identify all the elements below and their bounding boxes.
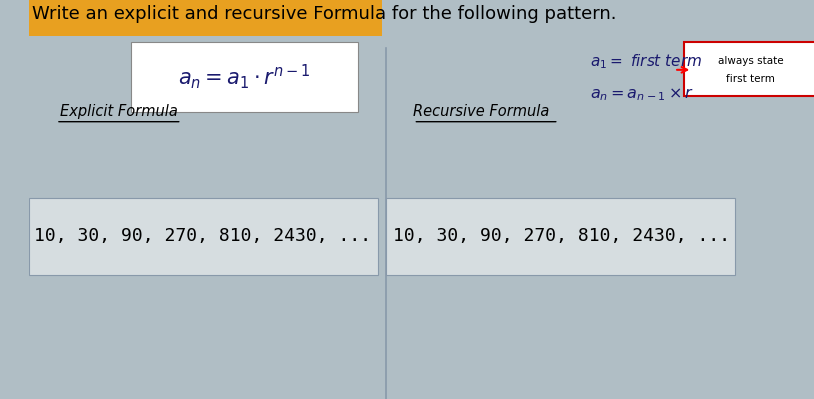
FancyBboxPatch shape [386,198,736,275]
Text: Explicit Formula: Explicit Formula [60,104,177,119]
Text: $a_1 = $ first term: $a_1 = $ first term [590,53,702,71]
FancyBboxPatch shape [685,42,814,96]
FancyBboxPatch shape [130,42,358,112]
Text: 10, 30, 90, 270, 810, 2430, ...: 10, 30, 90, 270, 810, 2430, ... [392,227,729,245]
FancyBboxPatch shape [28,198,378,275]
Text: always state: always state [718,55,783,66]
Text: Write an explicit and recursive Formula for the following pattern.: Write an explicit and recursive Formula … [33,5,617,23]
Text: 10, 30, 90, 270, 810, 2430, ...: 10, 30, 90, 270, 810, 2430, ... [34,227,371,245]
Text: $a_n = a_{n-1} \times r$: $a_n = a_{n-1} \times r$ [590,86,694,103]
FancyBboxPatch shape [28,0,382,36]
Text: $a_n = a_1 \cdot r^{n-1}$: $a_n = a_1 \cdot r^{n-1}$ [178,62,311,91]
Text: Recursive Formula: Recursive Formula [414,104,549,119]
Text: first term: first term [726,73,775,84]
